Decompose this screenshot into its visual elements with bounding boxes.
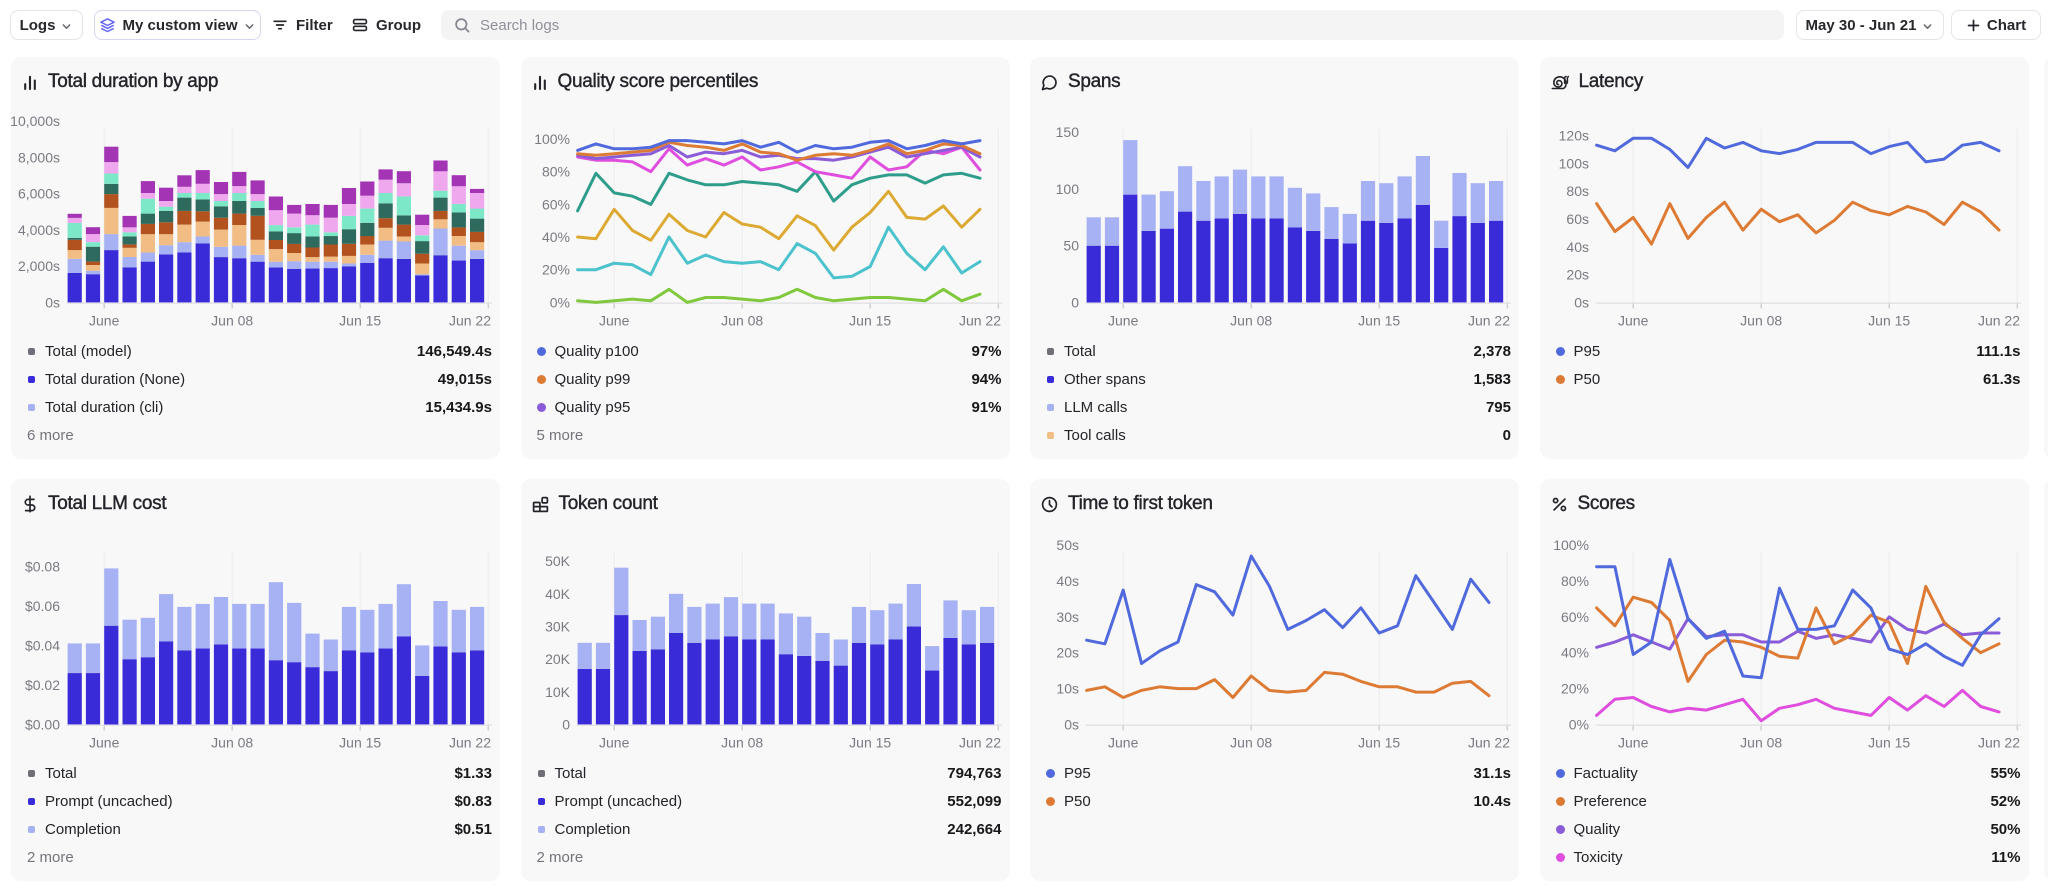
svg-text:June: June [1108,313,1139,329]
svg-text:Jun 15: Jun 15 [849,313,891,329]
svg-text:Jun 08: Jun 08 [211,313,253,329]
svg-text:40s: 40s [1056,573,1079,589]
svg-text:Jun 15: Jun 15 [1868,735,1910,751]
svg-text:0s: 0s [1064,716,1079,732]
svg-text:$0.06: $0.06 [25,598,60,614]
svg-text:4,000s: 4,000s [18,222,60,238]
svg-text:$0.00: $0.00 [25,716,60,732]
svg-text:80s: 80s [1566,183,1589,199]
svg-text:2,000s: 2,000s [18,258,60,274]
svg-text:Jun 22: Jun 22 [958,313,1000,329]
svg-text:30s: 30s [1056,609,1079,625]
svg-text:60%: 60% [1560,609,1588,625]
svg-text:6,000s: 6,000s [18,186,60,202]
svg-text:20K: 20K [545,651,571,667]
svg-text:Jun 22: Jun 22 [1468,313,1510,329]
svg-text:Jun 08: Jun 08 [1230,313,1272,329]
svg-text:100%: 100% [534,131,570,147]
svg-text:40%: 40% [1560,645,1588,661]
svg-text:20s: 20s [1056,645,1079,661]
svg-text:60s: 60s [1566,211,1589,227]
svg-text:Jun 15: Jun 15 [1358,313,1400,329]
svg-text:10s: 10s [1056,681,1079,697]
svg-text:40%: 40% [541,229,569,245]
svg-text:0%: 0% [1568,716,1588,732]
svg-text:Jun 08: Jun 08 [1740,735,1782,751]
svg-text:Jun 08: Jun 08 [721,313,763,329]
svg-text:20s: 20s [1566,267,1589,283]
svg-text:100%: 100% [1553,537,1589,553]
svg-text:Jun 15: Jun 15 [339,735,381,751]
svg-text:20%: 20% [541,262,569,278]
svg-text:50: 50 [1063,238,1079,254]
svg-text:June: June [599,313,630,329]
svg-text:8,000s: 8,000s [18,149,60,165]
svg-text:60%: 60% [541,196,569,212]
svg-text:Jun 15: Jun 15 [849,735,891,751]
svg-text:80%: 80% [541,164,569,180]
svg-text:30K: 30K [545,619,571,635]
svg-text:Jun 08: Jun 08 [721,735,763,751]
svg-text:40K: 40K [545,586,571,602]
svg-text:Jun 22: Jun 22 [1468,735,1510,751]
svg-text:40s: 40s [1566,239,1589,255]
svg-text:0: 0 [1071,294,1079,310]
svg-text:0%: 0% [549,294,569,310]
svg-text:June: June [1108,735,1139,751]
svg-text:Jun 08: Jun 08 [1740,313,1782,329]
svg-text:0s: 0s [45,294,60,310]
svg-text:June: June [89,735,120,751]
svg-text:Jun 22: Jun 22 [1977,735,2019,751]
svg-text:June: June [1618,735,1649,751]
svg-text:80%: 80% [1560,573,1588,589]
svg-text:10K: 10K [545,684,571,700]
svg-text:$0.04: $0.04 [25,637,60,653]
svg-text:150: 150 [1056,124,1080,140]
svg-text:10,000s: 10,000s [11,113,60,129]
svg-text:Jun 15: Jun 15 [1358,735,1400,751]
svg-text:0s: 0s [1574,294,1589,310]
svg-text:Jun 22: Jun 22 [1977,313,2019,329]
svg-text:50s: 50s [1056,537,1079,553]
svg-text:$0.08: $0.08 [25,558,60,574]
svg-text:20%: 20% [1560,681,1588,697]
svg-text:June: June [599,735,630,751]
svg-text:100: 100 [1056,181,1080,197]
svg-text:Jun 08: Jun 08 [1230,735,1272,751]
svg-text:Jun 15: Jun 15 [339,313,381,329]
svg-text:Jun 22: Jun 22 [958,735,1000,751]
svg-text:100s: 100s [1558,155,1588,171]
svg-text:120s: 120s [1558,128,1588,144]
svg-text:Jun 22: Jun 22 [449,735,491,751]
svg-text:June: June [89,313,120,329]
svg-text:Jun 08: Jun 08 [211,735,253,751]
svg-text:0: 0 [562,716,570,732]
svg-text:Jun 22: Jun 22 [449,313,491,329]
svg-text:50K: 50K [545,553,571,569]
svg-text:Jun 15: Jun 15 [1868,313,1910,329]
svg-text:$0.02: $0.02 [25,677,60,693]
svg-text:June: June [1618,313,1649,329]
